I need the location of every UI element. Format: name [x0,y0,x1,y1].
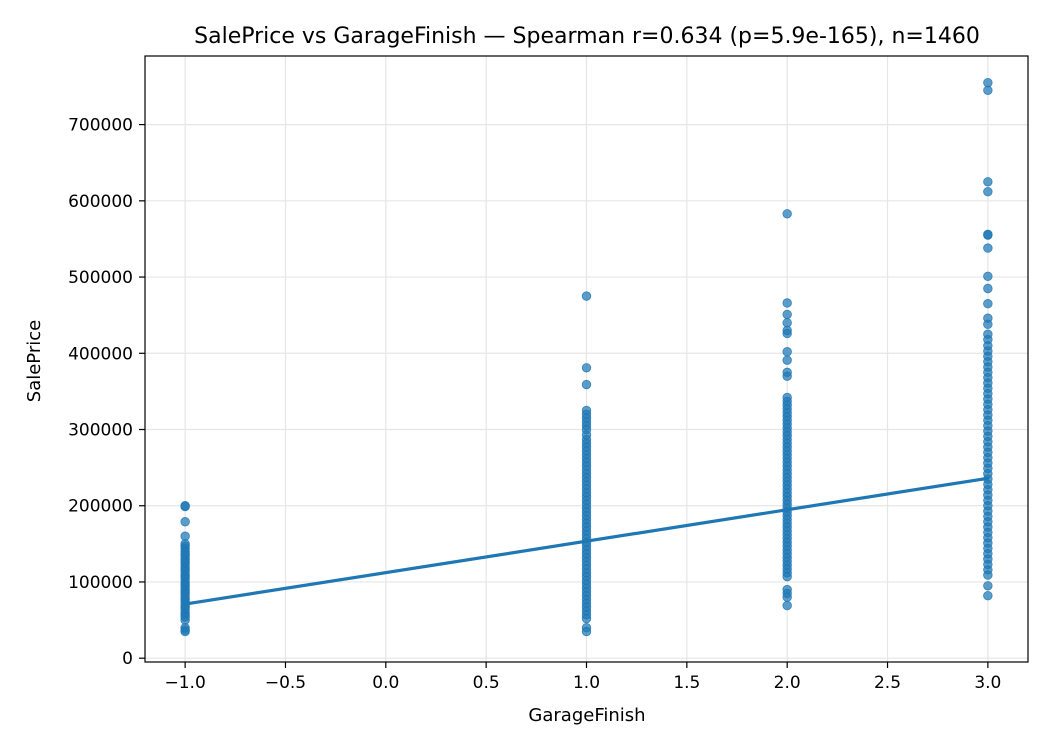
y-axis-title: SalePrice [24,320,45,402]
data-point [180,501,190,512]
data-point [983,177,993,187]
y-tick-label: 400000 [68,344,133,364]
data-point [782,371,792,381]
x-tick-label: 0.5 [473,673,500,693]
data-point [983,186,993,197]
y-tick-label: 600000 [68,192,133,212]
y-tick-label: 700000 [68,116,133,136]
data-point [782,600,792,611]
data-point [983,243,993,253]
data-point [180,626,190,637]
x-tick-label: 2.0 [774,673,801,693]
points-layer [180,77,993,637]
data-point [782,298,792,308]
data-point [983,570,993,580]
y-tick-label: 500000 [68,268,133,288]
x-tick-label: 2.5 [874,673,901,693]
x-tick-label: 0.0 [372,673,399,693]
y-tick-label: 300000 [68,421,133,441]
chart-title: SalePrice vs GarageFinish — Spearman r=0… [194,24,980,49]
data-point [983,299,993,309]
x-tick-label: 3.0 [974,673,1001,693]
y-tick-label: 100000 [68,573,133,593]
data-point [581,626,592,637]
data-point [581,291,592,301]
y-tick-label: 200000 [68,497,133,517]
data-point [581,379,592,390]
data-point [782,209,792,219]
data-point [983,319,993,330]
data-point [180,517,190,527]
trend-line [183,476,990,606]
x-tick-label: 1.0 [573,673,600,693]
data-point [983,230,993,240]
data-point [782,309,792,320]
y-tick-label: 0 [122,649,133,669]
trend-layer [183,476,990,606]
data-point [983,581,993,591]
data-point [782,355,792,365]
x-tick-label: −0.5 [265,673,306,693]
x-axis-title: GarageFinish [528,705,645,726]
data-point [782,328,792,339]
data-point [782,571,792,582]
axes-layer: −1.0 −0.5 0.0 0.5 1.0 1.5 2.0 2.5 3.0 0 100000 2000… [68,55,1029,693]
data-point [581,363,592,373]
data-point [983,85,993,96]
data-point [581,613,592,624]
data-point [782,592,792,602]
data-point [983,271,993,281]
x-tick-label: −1.0 [164,673,205,693]
x-tick-label: 1.5 [673,673,700,693]
data-point [983,283,993,294]
data-point [983,590,993,601]
data-point [782,347,792,357]
